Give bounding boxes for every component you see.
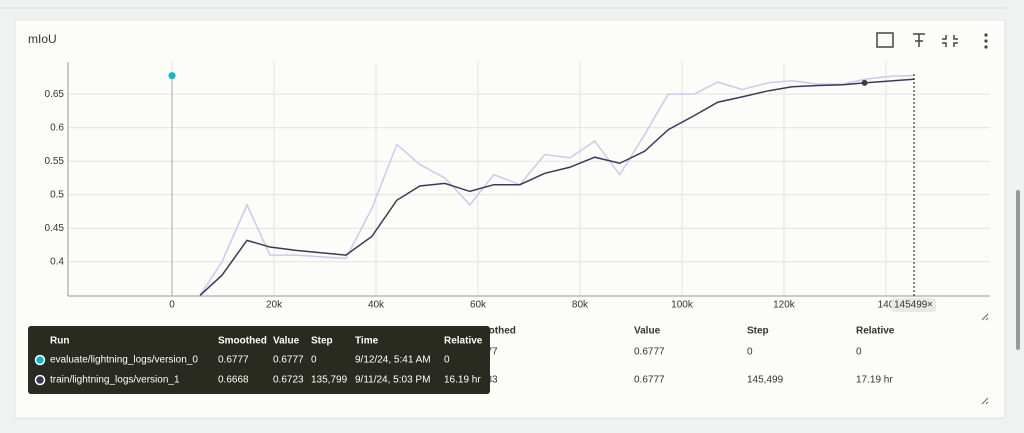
x-tick-label: 120k (773, 300, 796, 311)
tooltip-cell: train/lightning_logs/version_1 (50, 375, 180, 386)
chart-title: mIoU (28, 32, 57, 46)
table-cell: 0 (856, 347, 862, 358)
table-cell: 0 (747, 347, 753, 358)
y-tick-label: 0.6 (50, 122, 64, 133)
tooltip (28, 326, 490, 394)
cursor-close: × (927, 300, 933, 311)
raw-line (199, 74, 915, 296)
x-tick-label: 20k (266, 300, 283, 311)
tooltip-header: Value (273, 336, 300, 347)
tooltip-cell: evaluate/lightning_logs/version_0 (50, 355, 198, 366)
x-tick-label: 80k (572, 300, 589, 311)
y-tick-label: 0.45 (45, 223, 65, 234)
smoothed-line (199, 78, 915, 296)
tooltip-cell: 16.19 hr (444, 375, 481, 386)
x-tick-label: 60k (470, 300, 487, 311)
resize-handle[interactable] (981, 313, 989, 405)
y-tick-label: 0.65 (45, 89, 65, 100)
y-tick-label: 0.4 (50, 256, 64, 267)
tooltip-cell: 0.6777 (273, 355, 304, 366)
tooltip-header: Run (50, 336, 69, 347)
table-header: Value (634, 326, 661, 337)
table-cell: 0.6777 (634, 375, 665, 386)
run-swatch (34, 374, 46, 386)
collapse-icon[interactable] (942, 35, 958, 47)
table-cell: 17.19 hr (856, 375, 893, 386)
tooltip-header: Relative (444, 336, 483, 347)
tooltip-cell: 0.6723 (273, 375, 304, 386)
x-tick-label: 100k (671, 300, 694, 311)
tooltip-cell: 135,799 (311, 375, 348, 386)
table-header: Step (747, 326, 769, 337)
more-icon[interactable] (984, 33, 988, 49)
hover-point (861, 79, 868, 86)
table-header: Relative (856, 326, 895, 337)
tooltip-header: Step (311, 336, 333, 347)
tooltip-cell: 9/11/24, 5:03 PM (355, 375, 430, 386)
table-cell: 0.6777 (634, 347, 665, 358)
run-swatch (34, 354, 46, 366)
cursor-label: 145499 (894, 300, 928, 311)
tooltip-cell: 0.6668 (218, 375, 249, 386)
pin-icon[interactable] (913, 33, 925, 47)
y-tick-label: 0.55 (45, 156, 65, 167)
cursor-badge (892, 298, 937, 312)
y-tick-label: 0.5 (50, 189, 64, 200)
tooltip-header: Time (355, 336, 379, 347)
point (168, 72, 176, 80)
x-tick-label: 0 (169, 300, 175, 311)
scrollbar[interactable] (1016, 190, 1020, 350)
tooltip-header: Smoothed (218, 336, 267, 347)
x-tick-label: 140 (878, 300, 895, 311)
tooltip-cell: 0 (311, 355, 317, 366)
x-tick-label: 40k (368, 300, 385, 311)
tooltip-cell: 9/12/24, 5:41 AM (355, 355, 431, 366)
fit-icon[interactable] (876, 32, 894, 48)
table-header: Smoothed (467, 326, 516, 337)
tooltip-cell: 0 (444, 355, 450, 366)
table-cell: 145,499 (747, 375, 784, 386)
tooltip-cell: 0.6777 (218, 355, 249, 366)
